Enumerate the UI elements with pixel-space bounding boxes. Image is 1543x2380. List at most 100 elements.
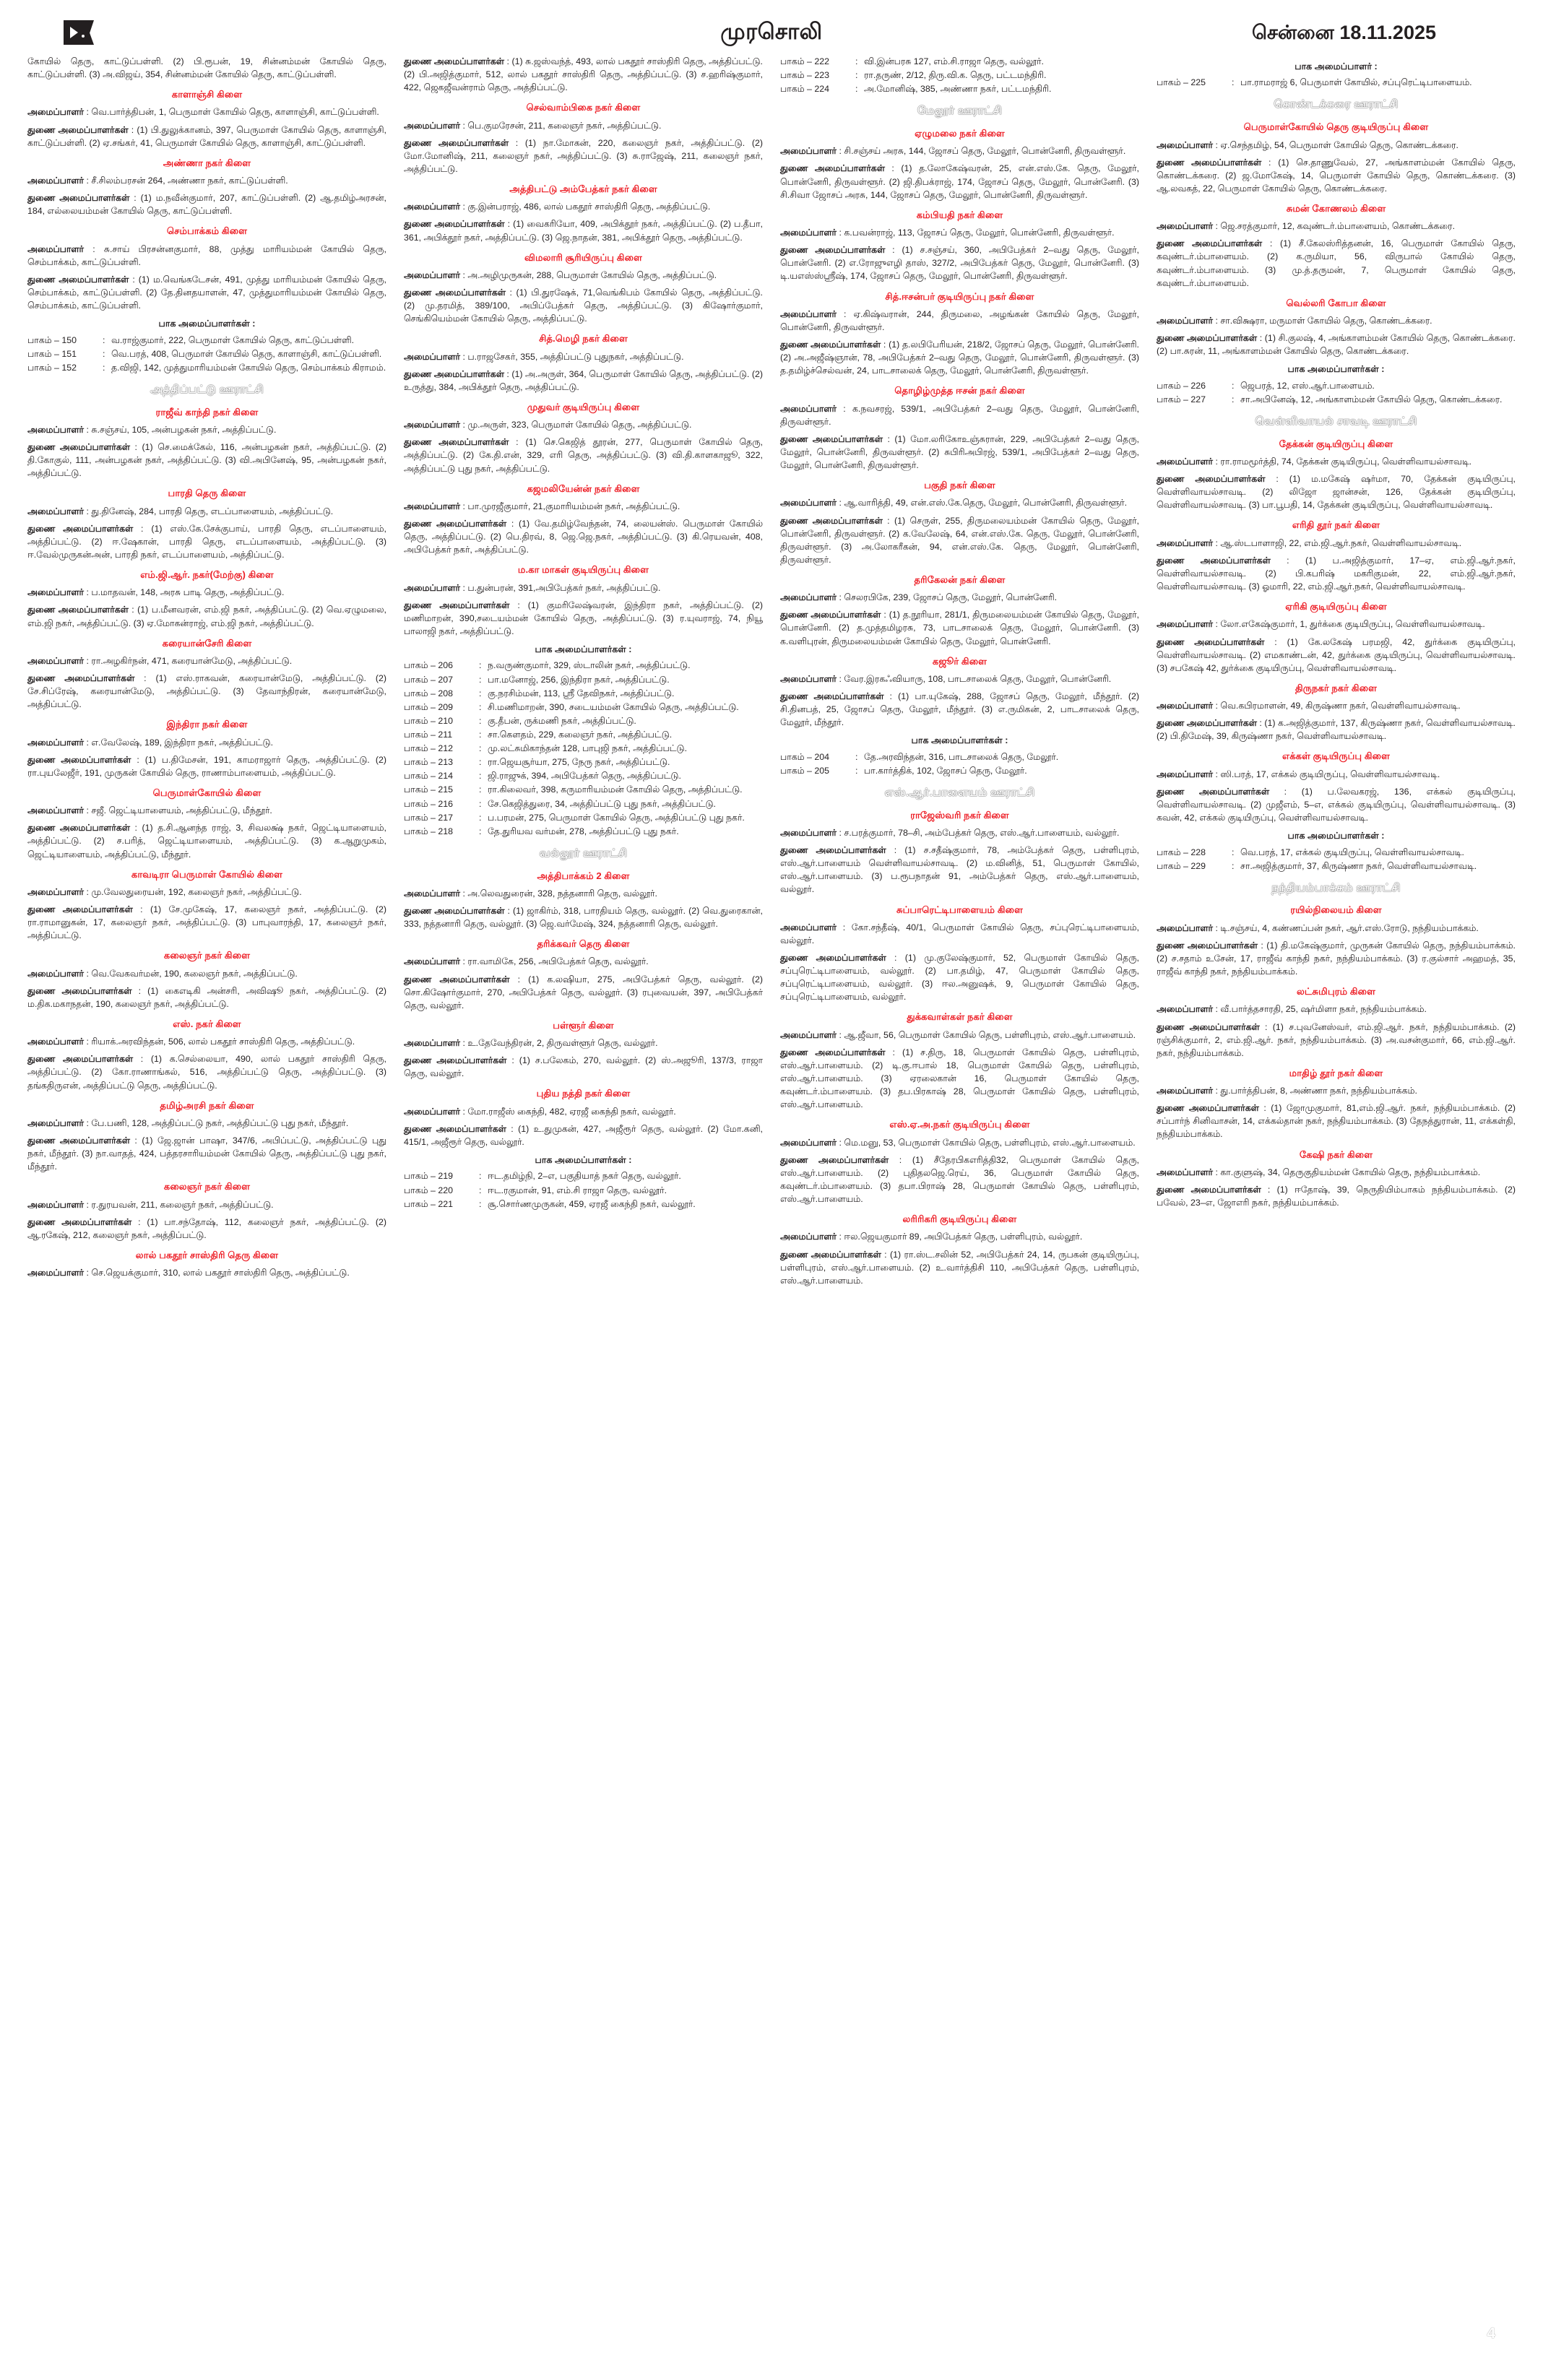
entry-role-label: அமைப்பாளர் <box>1157 1086 1214 1096</box>
entry-role-label: துணை அமைப்பாளர்கள் <box>404 519 507 529</box>
entry-text: : (1) ஈதோஷ், 39, நெருதியிம்பாகம் நந்தியம… <box>1157 1184 1516 1208</box>
organizer-entry: அமைப்பாளர் : லோ.எகேஷ்குமார், 1, துர்க்கை… <box>1157 618 1516 631</box>
entry-role-label: துணை அமைப்பாளர்கள் <box>780 339 881 350</box>
booth-colon: : <box>855 70 858 81</box>
booth-number: பாகம் – 229 <box>1157 860 1206 871</box>
entry-text: : (1) சே.முகேஷ், 17, கலைஞர் நகர், அத்திப… <box>27 904 386 941</box>
booth-number: பாகம் – 208 <box>404 688 454 698</box>
entry-text: : லோ.எகேஷ்குமார், 1, துர்க்கை குடியிருப்… <box>1213 619 1485 630</box>
entry-role-label: அமைப்பாளர் <box>780 592 837 603</box>
organizer-entry: அமைப்பாளர் : சஜீ. ஜெட்டியாளையம், அத்திப்… <box>27 804 386 817</box>
organizer-entry: துணை அமைப்பாளர்கள் : (1) கே.லகேஷ் பரமஜி,… <box>1157 636 1516 675</box>
booth-organizers-label: பாக அமைப்பாளர் : <box>1295 61 1378 72</box>
entry-role-label: துணை அமைப்பாளர்கள் <box>780 433 883 444</box>
entry-role-label: துணை அமைப்பாளர்கள் <box>27 442 130 453</box>
branch-heading: ஏரிகி குடியிருப்பு கிளை <box>1285 601 1387 613</box>
entry-text: : மு.அருள், 323, பெருமாள் கோயில் தெரு, அ… <box>460 420 692 430</box>
booth-organizer-name: ரா.தருண், 2/12, திரு.வி.க. தெரு, பட்டமந்… <box>864 70 1047 81</box>
entry-role-label: துணை அமைப்பாளர்கள் <box>1157 555 1271 566</box>
organizer-entry: துணை அமைப்பாளர்கள் : (1) வே.தமிழ்வேந்தன்… <box>404 517 763 556</box>
booth-colon: : <box>1232 394 1235 404</box>
booth-row: பாகம் – 208: கு.நரசிம்மன், 113, ஸ்ரீ தேவி… <box>404 687 763 700</box>
entry-role-label: துணை அமைப்பாளர்கள் <box>404 905 505 916</box>
entry-role-label: துணை அமைப்பாளர்கள் <box>780 1154 889 1165</box>
organizer-entry: அமைப்பாளர் : பே.பணி, 128, அத்திப்பட்டு ந… <box>27 1117 386 1130</box>
organizer-entry: துணை அமைப்பாளர்கள் : (1) ம.நவீன்குமார், … <box>27 191 386 217</box>
entry-text: : சா.விக்ஷரா, மருமாள் கோயில் தெரு, கொண்ட… <box>1213 316 1432 326</box>
branch-heading: இந்திரா நகர் கிளை <box>166 719 248 730</box>
organizer-entry: துணை அமைப்பாளர்கள் : (1) க.லஷியா, 275, அ… <box>404 973 763 1012</box>
branch-heading: வெல்லரி கோபா கிளை <box>1286 297 1386 308</box>
entry-text: : வெ.கபிரமாளன், 49, கிருஷ்ணா நகர், வெள்ள… <box>1213 701 1461 711</box>
booth-list: பாகம் – 228: வெ.பரத், 17, எக்கல் குடியிரு… <box>1157 846 1516 873</box>
entry-role-label: துணை அமைப்பாளர்கள் <box>404 1055 507 1066</box>
organizer-entry: அமைப்பாளர் : செ.ஜெயக்குமார், 310, லால் ப… <box>27 1266 386 1279</box>
branch-heading: சித்.ஈசன்பர் குடியிருப்பு நகர் கிளை <box>885 290 1034 302</box>
entry-role-label: அமைப்பாளர் <box>404 202 461 212</box>
organizer-entry: அமைப்பாளர் : து.தினேஷ், 284, பாரதி தெரு,… <box>27 505 386 518</box>
entry-role-label: துணை அமைப்பாளர்கள் <box>1157 786 1270 797</box>
entry-text: : (1) ம.வெங்கடேசன், 491, முத்து மாரியம்ம… <box>27 274 386 311</box>
organizer-entry: அமைப்பாளர் : வெ.பார்த்திபன், 1, பெருமாள்… <box>27 105 386 118</box>
branch-heading: எக்கள் குடியிருப்பு கிளை <box>1281 750 1391 762</box>
booth-list: பாகம் – 204: தே.அரவிந்தன், 316, பாடசாலைக்… <box>780 750 1139 777</box>
organizer-entry: அமைப்பாளர் : சு.சாய் பிரசன்னகுமார், 88, … <box>27 243 386 269</box>
entry-text: : ர.துரயவன், 211, கலைஞர் நகர், அத்திப்பட… <box>84 1199 274 1210</box>
entry-role-label: அமைப்பாளர் <box>404 1106 461 1117</box>
entry-role-label: துணை அமைப்பாளர்கள் <box>27 193 130 204</box>
organizer-entry: அமைப்பாளர் : அ.அழிமுருகன், 288, பெருமாள்… <box>404 269 763 282</box>
organizer-entry: துணை அமைப்பாளர்கள் : (1) ஜாகிர்ம், 318, … <box>404 904 763 930</box>
entry-text: : மு.வேலதுரையன், 192, கலைஞர் நகர், அத்தி… <box>84 886 302 897</box>
branch-heading: எரிதி தூர் நகர் கிளை <box>1292 519 1380 531</box>
booth-organizer-name: ஈட.ரகுமான், 91, எம்.சி ராஜா தெரு, வல்லூர… <box>488 1185 667 1195</box>
entry-role-label: துணை அமைப்பாளர்கள் <box>780 845 886 856</box>
booth-organizers-label: பாக அமைப்பாளர்கள் : <box>535 644 632 655</box>
booth-number: பாகம் – 223 <box>780 70 830 81</box>
entry-role-label: துணை அமைப்பாளர்கள் <box>27 904 133 915</box>
organizer-entry: துணை அமைப்பாளர்கள் : (1) ஜே.ஜான் பாஷா, 3… <box>27 1134 386 1173</box>
organizer-entry: துணை அமைப்பாளர்கள் : (1) ப.மீனவரன், எம்.… <box>27 603 386 629</box>
entry-text: : து.பார்த்திபன், 8, அண்ணா நகர், நந்தியம… <box>1213 1086 1417 1096</box>
booth-colon: : <box>855 84 858 95</box>
booth-colon: : <box>479 743 482 754</box>
entry-role-label: அமைப்பாளர் <box>1157 221 1214 232</box>
booth-colon: : <box>479 826 482 836</box>
booth-row: பாகம் – 222: வி.இன்பரசு 127, எம்.சி.ராஜா … <box>780 55 1139 68</box>
booth-number: பாகம் – 152 <box>27 362 77 373</box>
branch-heading: பெருமாள்கோயில் கிளை <box>152 787 262 798</box>
organizer-entry: அமைப்பாளர் : வெ.கபிரமாளன், 49, கிருஷ்ணா … <box>1157 699 1516 712</box>
entry-role-label: அமைப்பாளர் <box>780 146 837 157</box>
booth-row: பாகம் – 150: வ.ராஜ்குமார், 222, பெருமாள் … <box>27 334 386 347</box>
branch-heading: எஸ். நகர் கிளை <box>173 1018 241 1029</box>
organizer-entry: துணை அமைப்பாளர்கள் : (1) ப.லேவகரஜ், 136,… <box>1157 785 1516 824</box>
booth-list: பாகம் – 225: பா.ராமராஜ் 6, பெருமாள் கோயில… <box>1157 76 1516 89</box>
entry-role-label: துணை அமைப்பாளர்கள் <box>404 974 510 985</box>
branch-heading: ஏழுமலை நகர் கிளை <box>915 128 1005 139</box>
booth-organizer-name: தே.அரவிந்தன், 316, பாடசாலைக் தெரு, மேலூர… <box>864 751 1059 762</box>
organizer-entry: அமைப்பாளர் : ஆ.ஜீவா, 56, பெருமாள் கோயில்… <box>780 1029 1139 1042</box>
flag-dot-icon <box>82 35 85 38</box>
booth-number: பாகம் – 219 <box>404 1171 454 1182</box>
organizer-entry: அமைப்பாளர் : வெ.வேகவர்மன், 190, கலைஞர் ந… <box>27 967 386 980</box>
organizer-entry: அமைப்பாளர் : க.பவன்ராஜ், 113, ஜோசப் தெரு… <box>780 226 1139 239</box>
entry-role-label: அமைப்பாளர் <box>404 269 461 280</box>
entry-role-label: துணை அமைப்பாளர்கள் <box>404 219 505 230</box>
booth-organizer-name: பா.கார்த்திக், 102, ஜோசப் தெரு, மேலூர். <box>864 765 1027 776</box>
booth-row: பாகம் – 211: சா.கௌதம், 229, கலைஞர் நகர், … <box>404 728 763 741</box>
booth-organizer-name: ஜெபரத், 12, எஸ்.ஆர்.பாளையம். <box>1240 380 1375 391</box>
entry-role-label: அமைப்பாளர் <box>404 351 461 362</box>
booth-organizer-name: ந.வருண்குமார், 329, ஸ்டாலின் நகர், அத்தி… <box>488 660 691 671</box>
booth-colon: : <box>479 798 482 809</box>
entry-role-label: அமைப்பாளர் <box>780 827 837 838</box>
entry-text: : கா.குளுஷ், 34, தெருகுதியம்மன் கோயில் த… <box>1213 1167 1481 1177</box>
entry-role-label: அமைப்பாளர் <box>404 420 461 430</box>
entry-text: : (1) பா.சந்தோஷ், 112, கலைஞர் நகர், அத்த… <box>27 1216 386 1240</box>
branch-heading: சுப்பாரெட்டிபாளையம் கிளை <box>896 904 1024 915</box>
organizer-entry: துணை அமைப்பாளர்கள் : (1) எஸ்.கே.சேக்குபா… <box>27 522 386 561</box>
branch-heading: பாரதி தெரு கிளை <box>168 488 246 499</box>
organizer-entry: அமைப்பாளர் : மெ.மனு, 53, பெருமாள் கோயில்… <box>780 1136 1139 1149</box>
entry-role-label: துணை அமைப்பாளர்கள் <box>780 1047 886 1057</box>
branch-heading: புதிய நத்தி நகர் கிளை <box>536 1088 631 1099</box>
branch-heading: பெருமாள்கோயில் தெரு குடியிருப்பு கிளை <box>1243 121 1429 133</box>
